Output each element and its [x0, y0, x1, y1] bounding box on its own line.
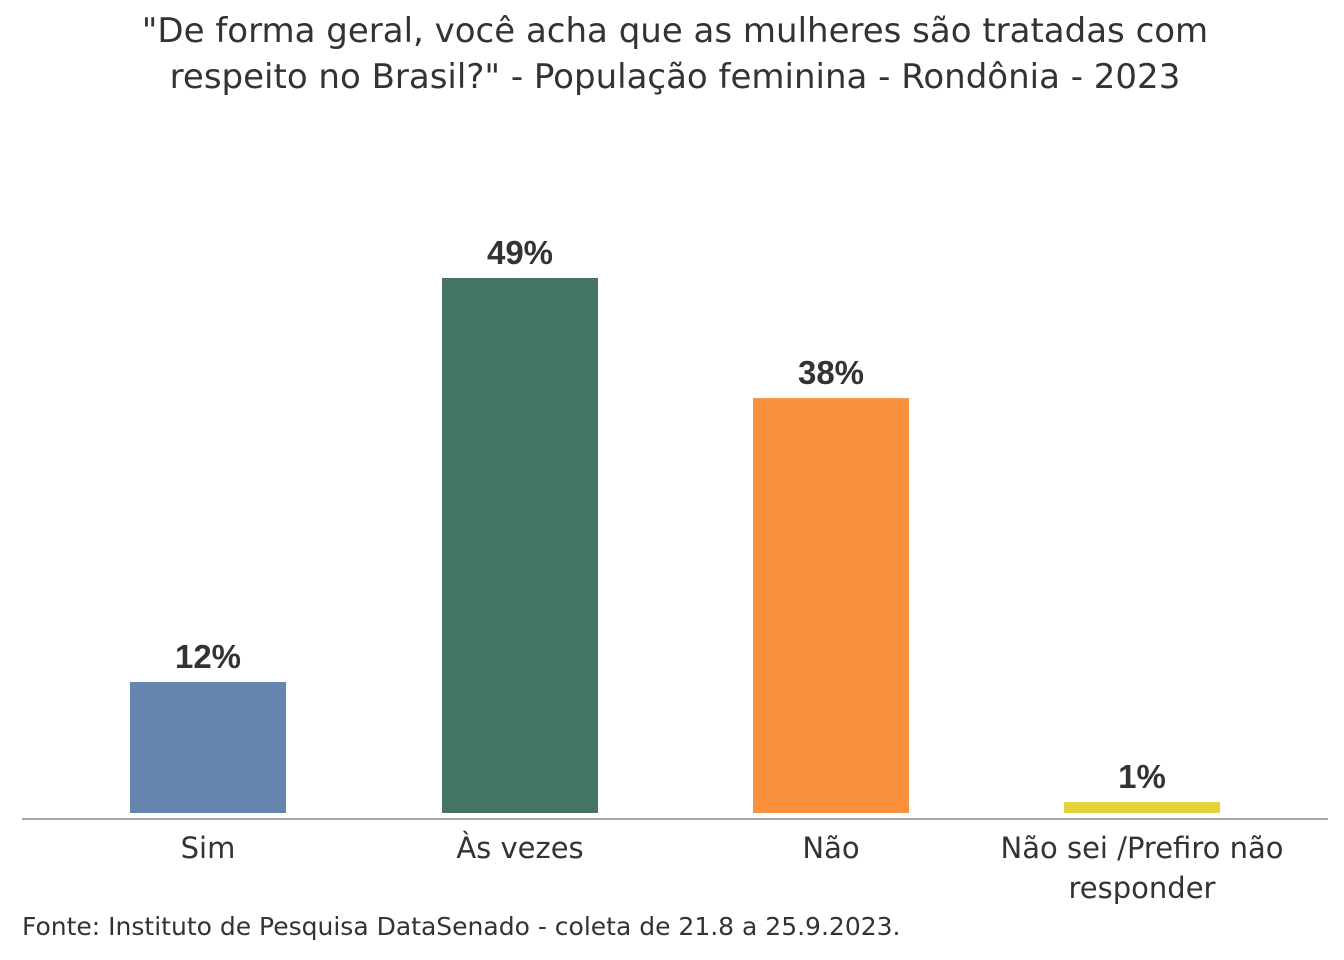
x-tick-label: Às vezes [456, 831, 583, 865]
chart-title-line-1: "De forma geral, você acha que as mulher… [141, 11, 1209, 51]
data-label: 49% [487, 234, 553, 271]
x-tick-label: Não [802, 831, 859, 865]
x-tick-label: responder [1069, 871, 1216, 905]
chart-title: "De forma geral, você acha que as mulher… [0, 8, 1344, 100]
source-note: Fonte: Instituto de Pesquisa DataSenado … [22, 912, 901, 941]
x-tick-label: Sim [181, 831, 236, 865]
bar [130, 681, 286, 813]
data-label: 1% [1118, 758, 1166, 795]
data-label: 38% [798, 354, 864, 391]
bar [753, 398, 909, 813]
data-label: 12% [175, 638, 241, 675]
x-tick-label: Não sei /Prefiro não [1001, 831, 1284, 865]
chart-title-line-2: respeito no Brasil?" - População feminin… [169, 57, 1181, 97]
bar [442, 278, 598, 813]
bar [1064, 802, 1220, 813]
